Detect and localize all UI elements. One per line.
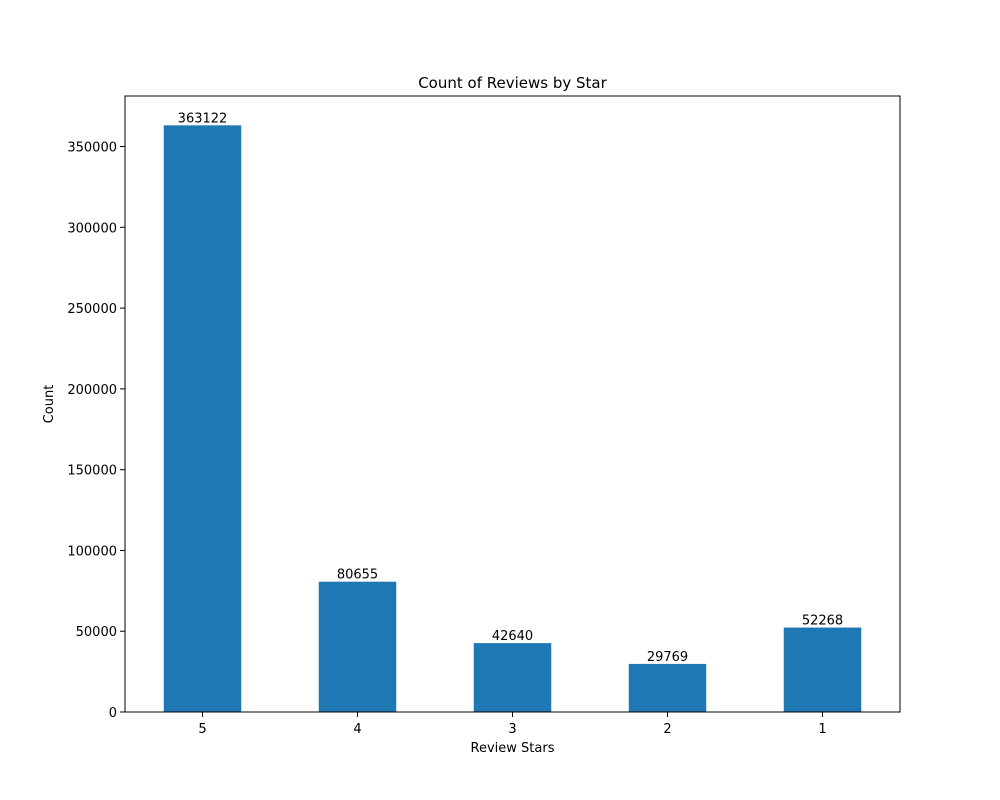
x-axis-label: Review Stars (471, 741, 555, 756)
y-tick-label-100000: 100000 (67, 544, 117, 559)
chart-title: Count of Reviews by Star (418, 74, 607, 92)
y-tick-label-250000: 250000 (67, 302, 117, 317)
x-tick-label-4: 4 (353, 722, 361, 737)
y-tick-label-50000: 50000 (76, 625, 117, 640)
bars-layer (163, 125, 862, 712)
bar-1 (783, 627, 862, 712)
y-tick-label-350000: 350000 (67, 141, 117, 156)
data-label-4: 80655 (337, 568, 378, 583)
bar-5 (163, 125, 242, 712)
y-axis: 0 50000 100000 150000 200000 250000 300000 3500… (67, 141, 125, 721)
y-axis-label: Count (42, 385, 57, 424)
data-label-5: 363122 (178, 111, 228, 126)
data-labels-layer: 363122 80655 42640 29769 52268 (178, 111, 844, 665)
data-label-2: 29769 (647, 650, 688, 665)
y-tick-label-150000: 150000 (67, 464, 117, 479)
x-tick-label-5: 5 (198, 722, 206, 737)
y-tick-label-300000: 300000 (67, 221, 117, 236)
y-tick-label-0: 0 (109, 706, 117, 721)
y-tick-label-200000: 200000 (67, 383, 117, 398)
bar-3 (473, 643, 552, 712)
data-label-1: 52268 (802, 614, 843, 629)
x-tick-label-2: 2 (663, 722, 671, 737)
x-tick-label-3: 3 (508, 722, 516, 737)
bar-4 (318, 581, 397, 712)
bar-2 (628, 663, 707, 712)
x-tick-label-1: 1 (818, 722, 826, 737)
x-axis: 5 4 3 2 1 (198, 712, 827, 737)
data-label-3: 42640 (492, 629, 533, 644)
